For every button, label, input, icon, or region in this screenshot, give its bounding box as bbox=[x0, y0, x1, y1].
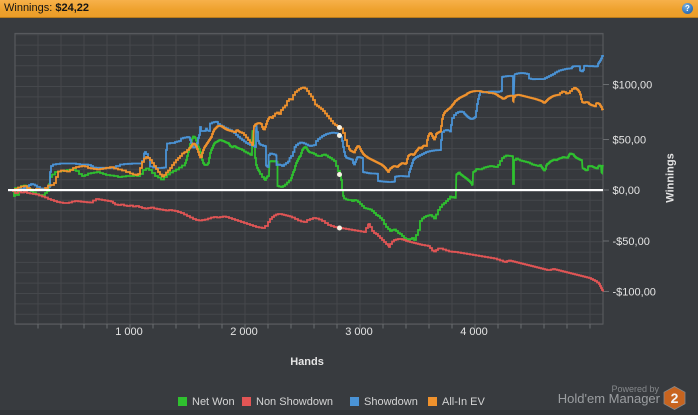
svg-text:4 000: 4 000 bbox=[460, 326, 488, 338]
svg-text:All-In EV: All-In EV bbox=[442, 396, 485, 408]
svg-text:$100,00: $100,00 bbox=[613, 80, 653, 92]
svg-text:Winnings: Winnings bbox=[665, 153, 677, 202]
svg-text:Net Won: Net Won bbox=[192, 396, 235, 408]
svg-text:-$100,00: -$100,00 bbox=[613, 287, 656, 299]
svg-text:$0,00: $0,00 bbox=[613, 185, 641, 197]
svg-text:Powered by: Powered by bbox=[611, 384, 659, 394]
svg-text:Showdown: Showdown bbox=[364, 396, 418, 408]
svg-text:$50,00: $50,00 bbox=[613, 135, 647, 147]
svg-text:1 000: 1 000 bbox=[115, 326, 143, 338]
svg-text:2: 2 bbox=[671, 390, 679, 406]
svg-text:Hands: Hands bbox=[290, 356, 324, 368]
svg-text:Hold'em Manager: Hold'em Manager bbox=[558, 391, 661, 406]
svg-text:-$50,00: -$50,00 bbox=[613, 236, 650, 248]
svg-text:2 000: 2 000 bbox=[230, 326, 258, 338]
svg-text:Non Showdown: Non Showdown bbox=[256, 396, 333, 408]
svg-text:3 000: 3 000 bbox=[345, 326, 373, 338]
